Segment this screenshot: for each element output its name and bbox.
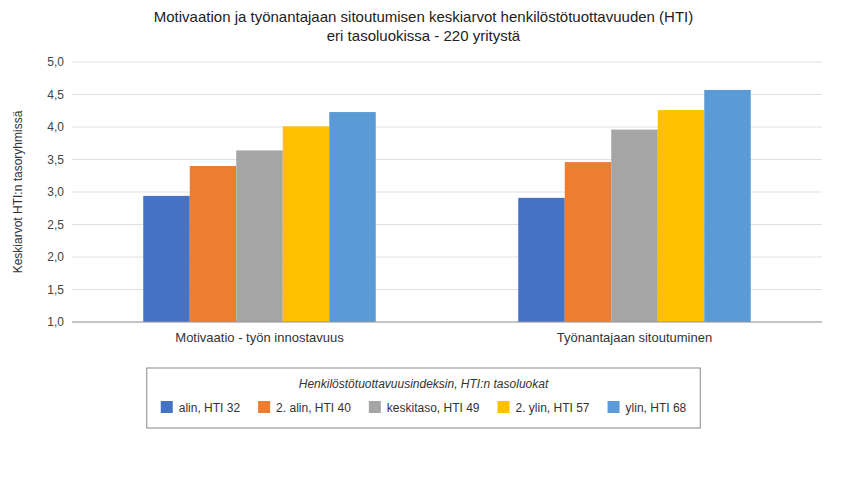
legend-label: keskitaso, HTI 49 (387, 401, 480, 415)
grid-line (72, 322, 822, 323)
legend-swatch (161, 401, 173, 413)
legend-swatch (498, 401, 510, 413)
legend-frame (147, 368, 700, 428)
legend-label: ylin, HTI 68 (626, 401, 687, 415)
legend-label: 2. ylin, HTI 57 (516, 401, 590, 415)
y-tick-label: 2,5 (47, 218, 64, 232)
legend-swatch (608, 401, 620, 413)
bar (283, 126, 330, 322)
y-tick-label: 3,0 (47, 185, 64, 199)
y-tick-label: 2,0 (47, 250, 64, 264)
bar (658, 110, 705, 322)
legend-swatch (258, 401, 270, 413)
bar (611, 130, 658, 322)
bars (143, 90, 751, 322)
title: Motivaation ja työnantajaan sitoutumisen… (154, 8, 693, 25)
x-tick-label: Työnantajaan sitoutuminen (557, 330, 712, 345)
y-tick-label: 1,0 (47, 315, 64, 329)
y-axis-label: Keskiarvot HTI:n tasoryhmissä (11, 110, 25, 273)
bar (143, 196, 190, 322)
y-tick-label: 5,0 (47, 55, 64, 69)
legend-title: Henkilöstötuottavuusindeksin, HTI:n taso… (299, 377, 549, 391)
bar (236, 150, 283, 322)
y-tick-label: 3,5 (47, 153, 64, 167)
y-tick-label: 4,5 (47, 88, 64, 102)
x-axis-line (72, 322, 822, 323)
subtitle: eri tasoluokissa - 220 yritystä (327, 27, 521, 44)
legend-swatch (369, 401, 381, 413)
grid (72, 62, 822, 322)
legend: Henkilöstötuottavuusindeksin, HTI:n taso… (147, 368, 700, 428)
bar (518, 198, 565, 322)
grid-line (72, 62, 822, 63)
bar (329, 112, 376, 322)
y-tick-label: 4,0 (47, 120, 64, 134)
y-tick-label: 1,5 (47, 283, 64, 297)
x-tick-label: Motivaatio - työn innostavuus (175, 330, 344, 345)
legend-label: alin, HTI 32 (179, 401, 241, 415)
chart: Motivaation ja työnantajaan sitoutumisen… (0, 0, 847, 479)
legend-label: 2. alin, HTI 40 (276, 401, 351, 415)
bar (190, 166, 237, 322)
bar (565, 162, 612, 322)
bar (704, 90, 751, 322)
